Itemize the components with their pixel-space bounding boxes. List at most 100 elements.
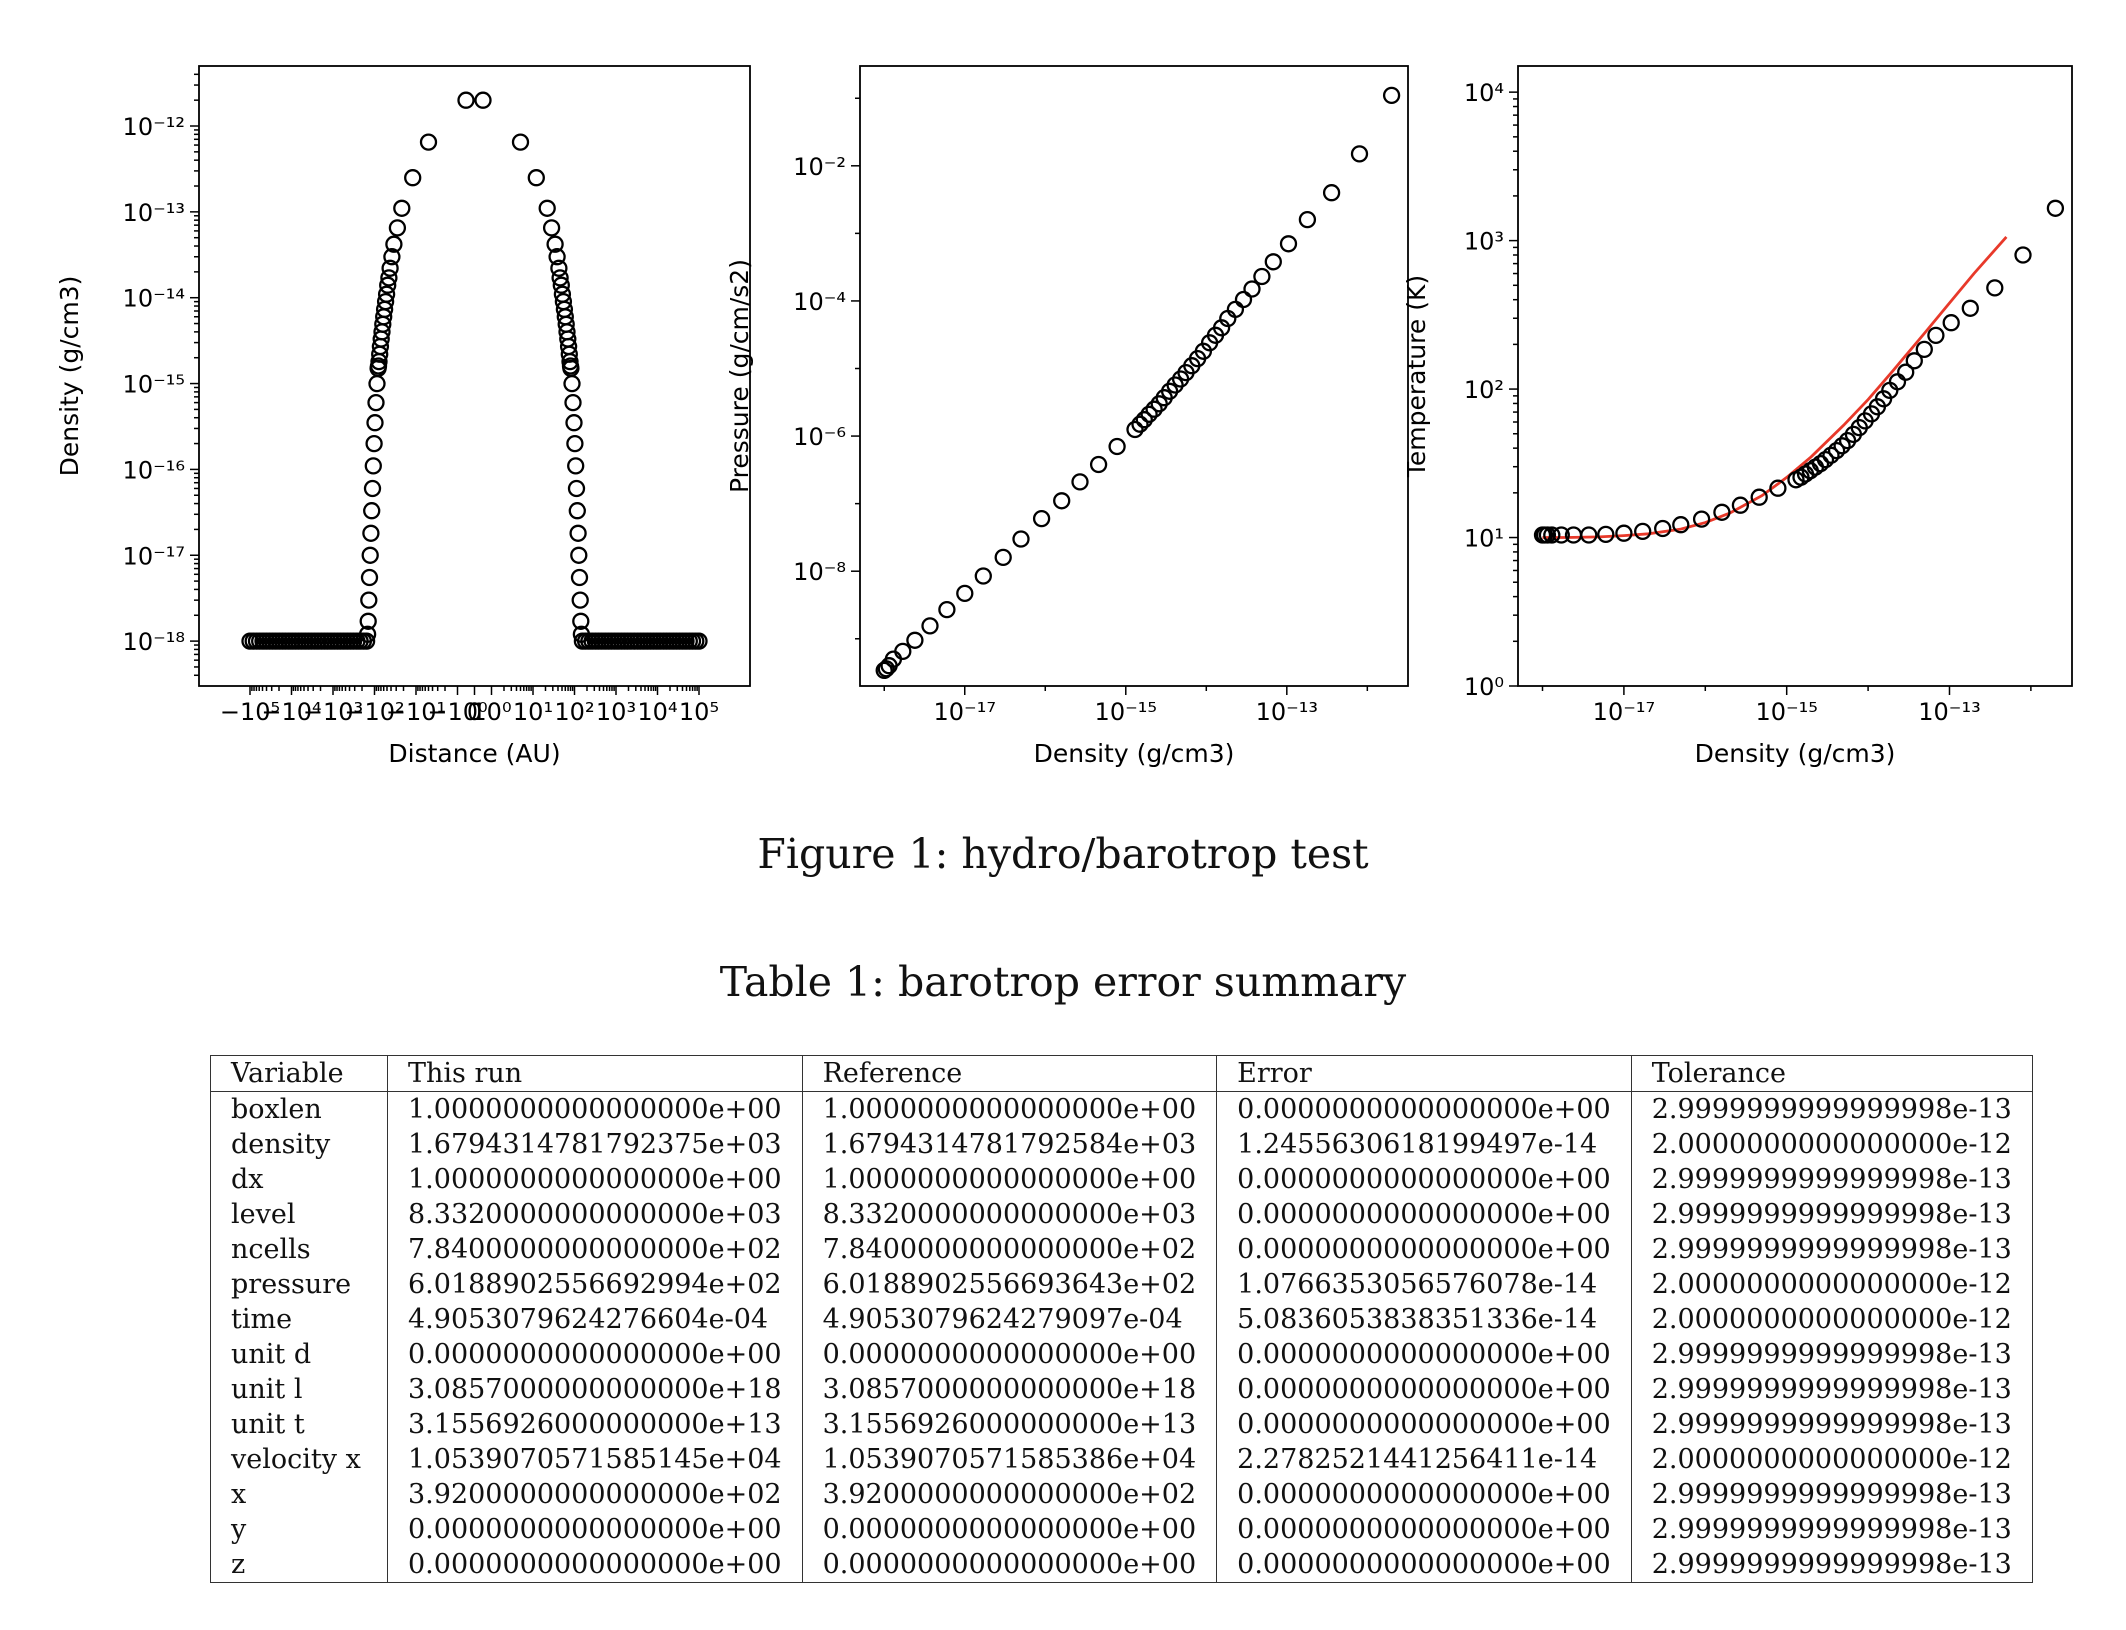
data-point: [1927, 326, 1945, 345]
table-cell: boxlen: [210, 1091, 388, 1127]
y-tick-label: 10⁻¹³: [123, 199, 185, 227]
y-axis-label: Density (g/cm3): [55, 276, 84, 477]
table-cell: 7.8400000000000000e+02: [387, 1232, 803, 1267]
plot-frame: [859, 65, 1409, 687]
data-point: [1126, 420, 1144, 439]
table-cell: 1.0000000000000000e+00: [801, 1091, 1218, 1127]
table-cell: 8.3320000000000000e+03: [801, 1197, 1218, 1232]
x-tick-label: 10⁵: [679, 698, 719, 726]
data-point: [1750, 488, 1768, 506]
data-point: [1012, 530, 1030, 548]
y-tick-label: 10⁻¹⁷: [123, 542, 185, 570]
table-body: boxlen 1.0000000000000000e+00 1.0000000000…: [210, 1091, 2033, 1583]
data-point: [1131, 415, 1149, 433]
column-header: Reference: [801, 1055, 1218, 1092]
table-cell: 2.0000000000000000e-12: [1630, 1302, 2033, 1337]
table-row: z 0.0000000000000000e+00 0.000000000000000…: [210, 1547, 2033, 1583]
table-cell: 7.8400000000000000e+02: [801, 1232, 1218, 1267]
data-point: [1243, 280, 1261, 298]
data-point: [1145, 400, 1163, 418]
table-caption: Table 1: barotrop error summary: [719, 958, 1407, 1006]
y-tick-label: 10⁻⁴: [793, 288, 846, 316]
data-point: [1811, 454, 1830, 473]
table-cell: 2.9999999999999998e-13: [1630, 1197, 2033, 1232]
table-cell: 4.9053079624276604e-04: [387, 1302, 803, 1337]
table-cell: 2.9999999999999998e-13: [1630, 1477, 2033, 1512]
table-cell: dx: [210, 1162, 388, 1197]
data-point: [568, 502, 586, 520]
x-tick-label: 10⁻¹³: [1918, 698, 1980, 726]
data-point: [974, 567, 992, 585]
data-point: [551, 269, 569, 287]
column-header: This run: [387, 1055, 803, 1092]
x-axis-label: Density (g/cm3): [1695, 739, 1896, 768]
table-row: velocity x 1.0539070571585145e+04 1.053907…: [210, 1442, 2033, 1477]
data-point: [1672, 516, 1690, 534]
table-cell: time: [210, 1302, 388, 1337]
y-tick-label: 10⁰: [1464, 673, 1504, 701]
data-point: [1264, 253, 1282, 271]
table-cell: 1.0539070571585386e+04: [801, 1442, 1218, 1477]
data-point: [404, 169, 422, 187]
y-tick-label: 10⁻¹²: [123, 113, 185, 141]
data-point: [2046, 199, 2065, 217]
table-cell: 0.0000000000000000e+00: [1216, 1407, 1632, 1442]
table-cell: 1.0000000000000000e+00: [387, 1162, 803, 1197]
data-point: [1731, 496, 1750, 514]
y-tick-label: 10⁻⁸: [793, 558, 846, 586]
data-point: [1552, 526, 1570, 544]
table-cell: 0.0000000000000000e+00: [1216, 1372, 1632, 1407]
table-row: y 0.0000000000000000e+00 0.000000000000000…: [210, 1512, 2033, 1547]
table-cell: 1.6794314781792375e+03: [387, 1127, 803, 1162]
data-point: [1032, 509, 1051, 528]
table-cell: velocity x: [210, 1442, 388, 1477]
data-point: [566, 434, 584, 453]
plot-frame: [198, 65, 751, 687]
x-tick-label: 10²: [554, 698, 594, 726]
data-point: [1071, 473, 1089, 491]
data-point: [2014, 246, 2032, 264]
data-point: [1135, 411, 1153, 429]
data-point: [1905, 352, 1923, 370]
figure-caption: Figure 1: hydro/barotrop test: [757, 830, 1369, 878]
data-point: [565, 414, 583, 432]
table-cell: 0.0000000000000000e+00: [1216, 1512, 1632, 1547]
data-point: [360, 568, 379, 587]
x-tick-label: 10⁴: [637, 698, 677, 726]
column-header: Variable: [210, 1055, 388, 1092]
data-point: [379, 276, 397, 294]
data-point: [564, 393, 582, 412]
data-point: [552, 276, 570, 294]
data-point: [1986, 279, 2004, 297]
table-cell: z: [210, 1547, 388, 1583]
data-point: [572, 612, 590, 630]
data-point: [1915, 340, 1933, 359]
table-cell: 0.0000000000000000e+00: [1216, 1547, 1632, 1583]
data-point: [1580, 526, 1598, 544]
data-point: [538, 199, 556, 217]
data-point: [567, 479, 586, 498]
data-point: [380, 269, 398, 287]
y-tick-label: 10⁻¹⁶: [123, 456, 185, 484]
table-cell: 8.3320000000000000e+03: [387, 1197, 803, 1232]
table-cell: 0.0000000000000000e+00: [801, 1547, 1218, 1583]
data-point: [527, 169, 545, 187]
data-point: [363, 479, 382, 498]
column-header: Tolerance: [1630, 1055, 2033, 1092]
table-row: boxlen 1.0000000000000000e+00 1.0000000000…: [210, 1091, 2033, 1127]
x-tick-label: 10⁰: [471, 698, 511, 726]
table-cell: 2.9999999999999998e-13: [1630, 1232, 2033, 1267]
table-cell: unit d: [210, 1337, 388, 1372]
x-tick-label: 10⁻¹⁷: [934, 698, 996, 726]
data-point: [381, 259, 399, 277]
data-point: [1234, 290, 1253, 309]
table-cell: 1.0000000000000000e+00: [801, 1162, 1218, 1197]
x-tick-label: −10⁰: [427, 698, 487, 726]
x-tick-label: −10⁵: [220, 698, 280, 726]
table-cell: 0.0000000000000000e+00: [1216, 1232, 1632, 1267]
table-row: pressure 6.0188902556692994e+02 6.01889025…: [210, 1267, 2033, 1302]
data-point: [360, 591, 378, 609]
data-point: [1108, 437, 1126, 456]
table-cell: 0.0000000000000000e+00: [801, 1337, 1218, 1372]
table-cell: 0.0000000000000000e+00: [1216, 1162, 1632, 1197]
